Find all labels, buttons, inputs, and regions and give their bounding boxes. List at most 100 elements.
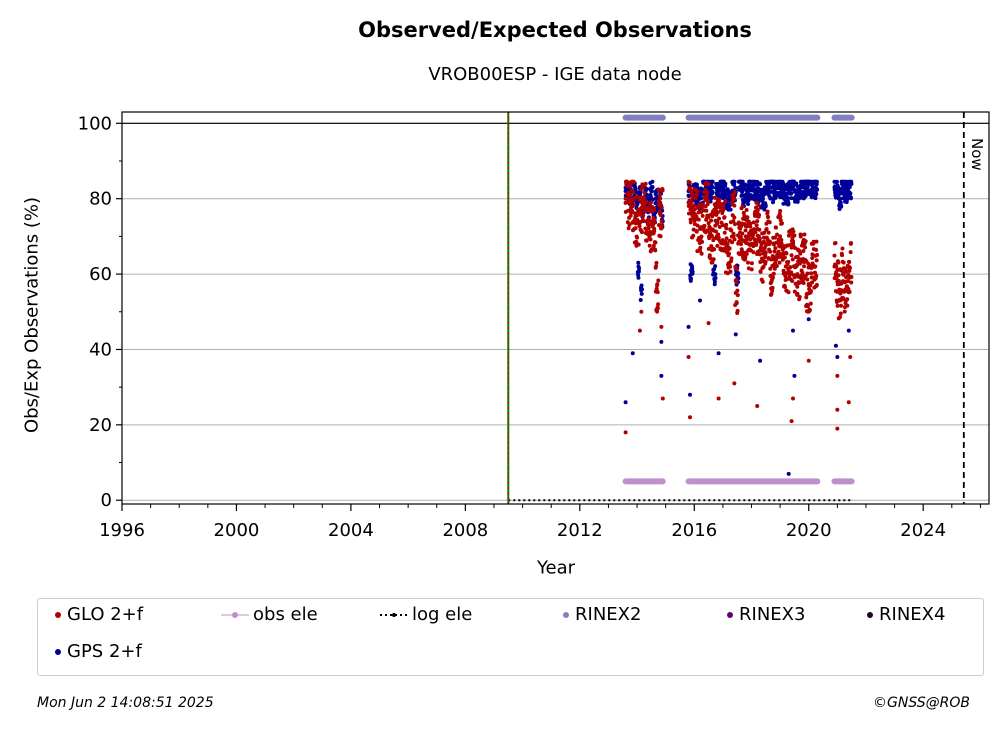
glo-point: [715, 210, 720, 215]
gps-point: [733, 332, 738, 337]
glo-point: [795, 291, 800, 296]
glo-point: [810, 252, 815, 257]
gps-point: [738, 185, 743, 190]
glo-point: [654, 264, 659, 269]
glo-point: [797, 295, 802, 300]
glo-point: [705, 198, 710, 203]
glo-point: [744, 251, 749, 256]
glo-point: [751, 220, 756, 225]
glo-point: [774, 264, 779, 269]
gps-point: [833, 343, 838, 348]
glo-point: [692, 211, 697, 216]
glo-point: [711, 257, 716, 262]
glo-point: [742, 213, 747, 218]
glo-point: [638, 195, 643, 200]
glo-point: [783, 264, 788, 269]
glo-point: [690, 195, 695, 200]
gps-point: [834, 179, 839, 184]
glo-point: [775, 232, 780, 237]
glo-point: [692, 207, 697, 212]
glo-point: [700, 213, 705, 218]
legend-item-rinex4: RINEX4: [865, 604, 945, 625]
gps-point: [639, 287, 644, 292]
gps-point: [838, 200, 843, 205]
glo-point: [748, 224, 753, 229]
glo-point: [713, 229, 718, 234]
gps-point: [710, 185, 715, 190]
glo-point: [788, 265, 793, 270]
gps-point: [635, 200, 640, 205]
glo-point: [813, 270, 818, 275]
legend-item-rinex3: RINEX3: [725, 604, 805, 625]
glo-point: [705, 228, 710, 233]
glo-point: [789, 419, 794, 424]
gps-point: [698, 196, 702, 201]
x-tick-label: 2020: [786, 520, 832, 541]
glo-point: [748, 221, 753, 226]
gps-point: [786, 201, 791, 206]
glo-point: [709, 234, 714, 239]
gps-point: [726, 196, 731, 201]
glo-point: [803, 239, 808, 244]
glo-point: [648, 200, 653, 205]
glo-point: [769, 291, 774, 296]
glo-point: [754, 223, 759, 228]
now-label: Now: [968, 138, 986, 171]
glo-point: [798, 234, 803, 239]
x-tick-label: 2004: [328, 520, 374, 541]
legend-label: obs ele: [253, 604, 318, 625]
glo-point: [644, 238, 649, 243]
gps-point: [806, 317, 811, 322]
glo-point: [847, 259, 852, 264]
legend-item-obs_ele: obs ele: [221, 604, 318, 625]
glo-point: [634, 239, 639, 244]
glo-point: [654, 260, 659, 265]
gps-point: [802, 189, 807, 194]
glo-point: [777, 260, 782, 265]
glo-point: [651, 243, 656, 248]
glo-point: [763, 259, 768, 264]
glo-point: [641, 185, 646, 190]
gps-point: [849, 181, 854, 186]
glo-point: [648, 237, 653, 242]
glo-point: [832, 264, 837, 269]
glo-point: [694, 214, 699, 219]
glo-point: [786, 290, 791, 295]
glo-point: [706, 321, 711, 326]
glo-point: [710, 260, 715, 265]
glo-point: [765, 209, 770, 214]
gps-point: [636, 269, 641, 274]
glo-point: [694, 229, 699, 234]
glo-point: [795, 284, 800, 289]
glo-point: [779, 237, 784, 242]
glo-point: [802, 264, 807, 269]
gps-point: [687, 392, 692, 397]
glo-point: [698, 226, 702, 231]
gps-point: [636, 264, 641, 269]
glo-point: [757, 212, 762, 217]
glo-point: [657, 192, 662, 197]
gps-point: [659, 339, 664, 344]
glo-point: [731, 233, 736, 238]
gps-point: [814, 192, 819, 197]
gps-point: [815, 187, 820, 192]
glo-point: [768, 266, 773, 271]
glo-point: [640, 204, 645, 209]
glo-point: [814, 282, 819, 287]
glo-point: [691, 233, 696, 238]
glo-point: [812, 264, 817, 269]
glo-point: [687, 180, 692, 185]
glo-point: [807, 308, 812, 313]
gps-point: [848, 191, 853, 196]
glo-point: [707, 253, 712, 258]
legend-symbol-obs-ele: [221, 611, 249, 618]
gps-point: [623, 400, 628, 405]
glo-point: [792, 233, 797, 238]
glo-point: [695, 189, 700, 194]
glo-point: [623, 200, 628, 205]
glo-point: [722, 215, 727, 220]
glo-point: [656, 278, 661, 283]
glo-point: [659, 226, 664, 231]
gps-point: [849, 195, 854, 200]
gps-point: [716, 351, 721, 356]
